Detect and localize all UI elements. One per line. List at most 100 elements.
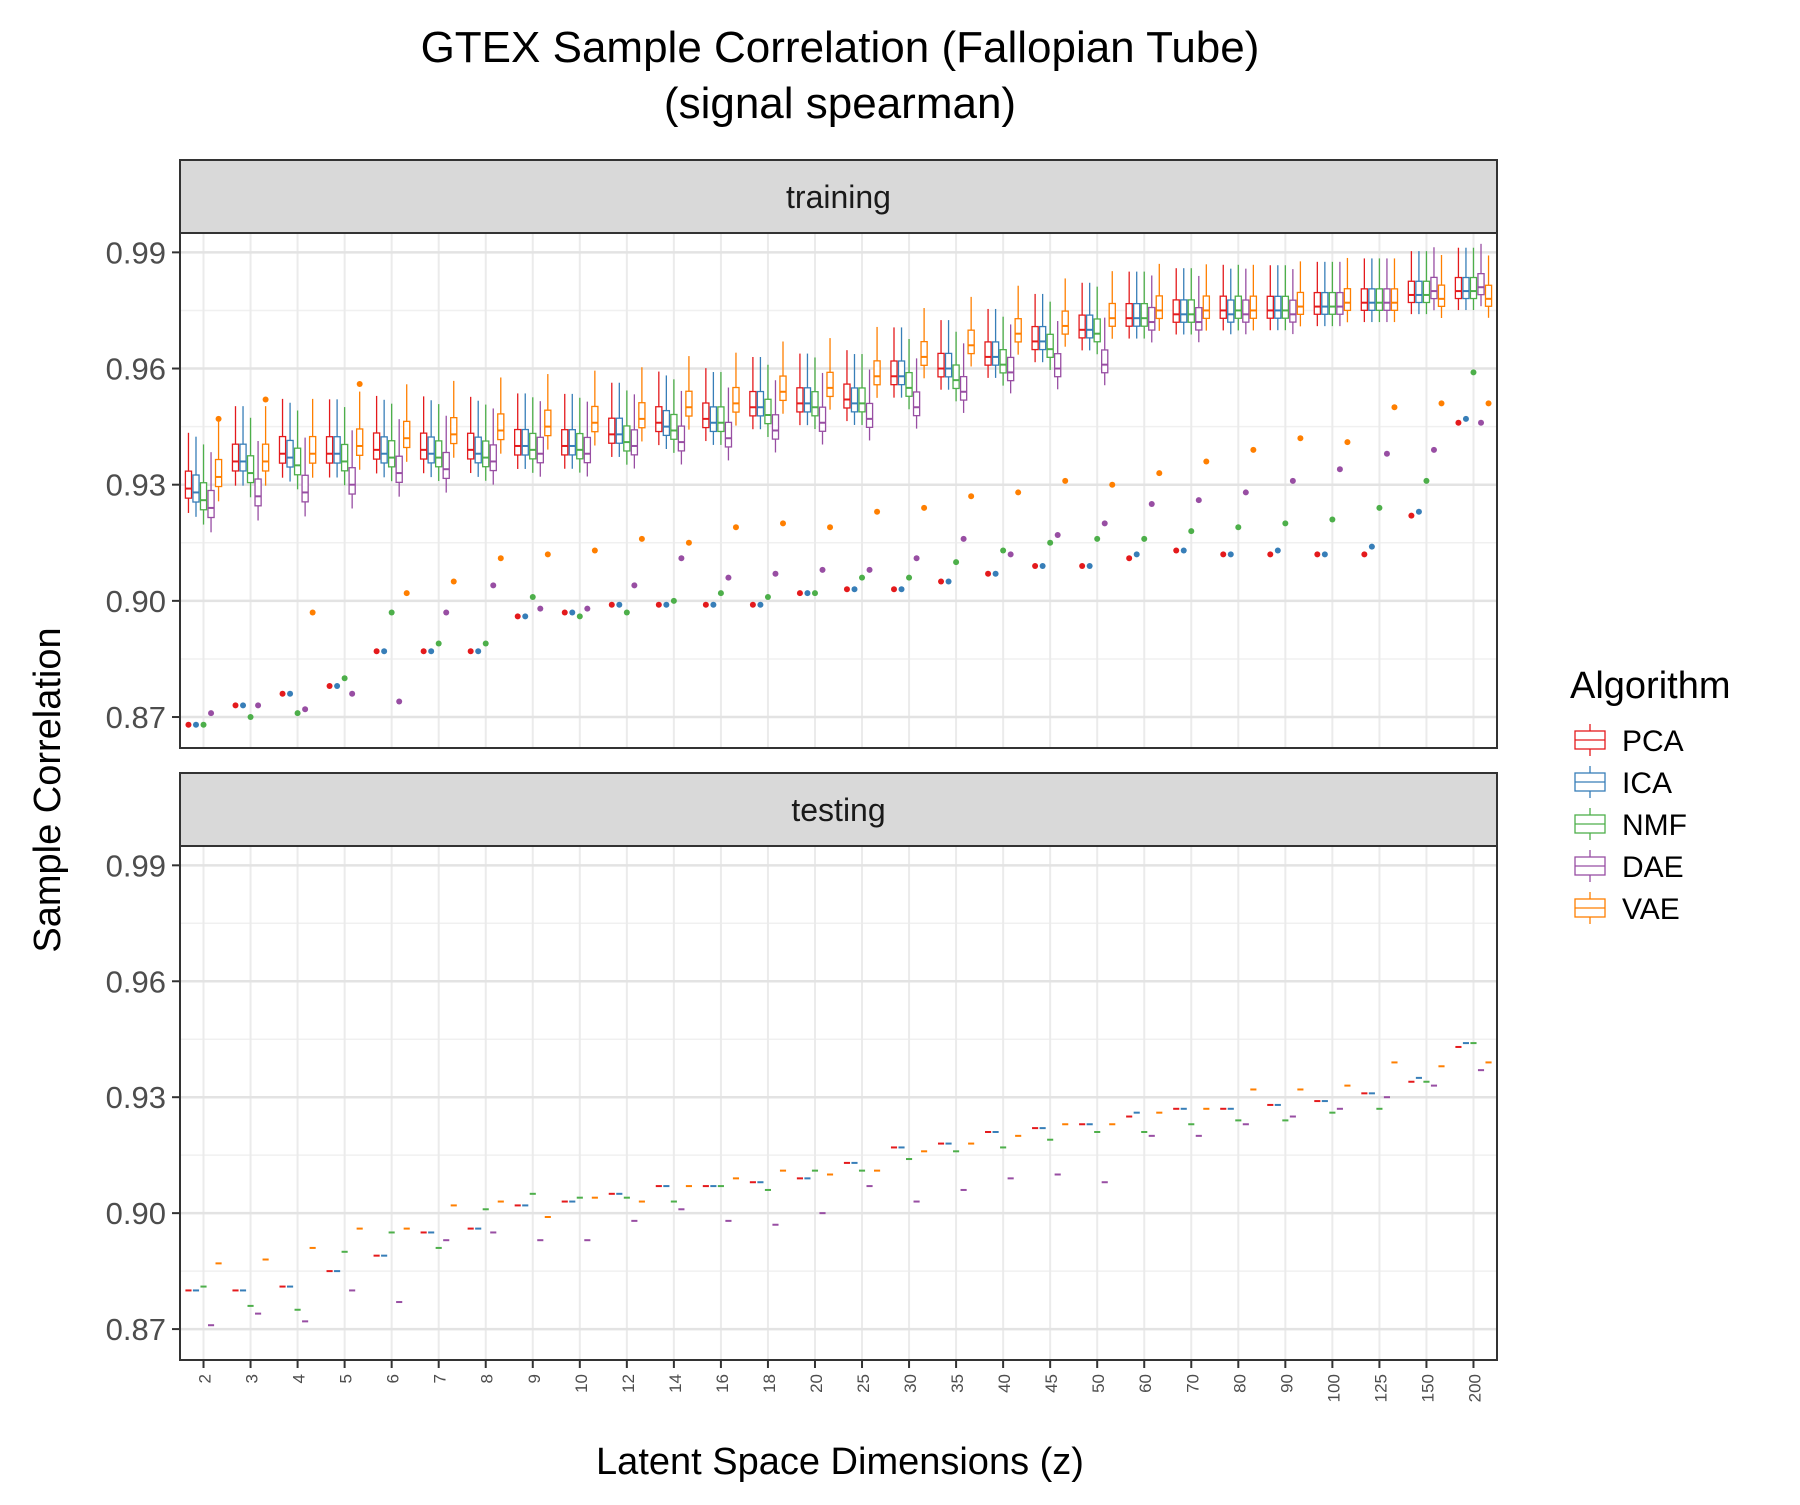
- outlier-point: [396, 698, 403, 705]
- outlier-point: [475, 648, 482, 655]
- outlier-point: [670, 597, 677, 604]
- outlier-point: [1062, 477, 1069, 484]
- outlier-point: [757, 601, 764, 608]
- box: [1006, 356, 1015, 382]
- outlier-point: [334, 683, 341, 690]
- box: [1343, 288, 1352, 312]
- x-tick-label: 125: [1371, 1374, 1390, 1402]
- outlier-point: [208, 710, 215, 717]
- outlier-point: [1039, 563, 1046, 570]
- box: [427, 436, 435, 464]
- outlier-point: [1478, 419, 1485, 426]
- outlier-point: [294, 710, 301, 717]
- box: [709, 406, 718, 433]
- box: [1454, 276, 1463, 300]
- outlier-point: [796, 590, 803, 597]
- x-tick-label: 80: [1230, 1374, 1249, 1393]
- x-ticks-group: 2 3 4 5 6 7 8 9 10 12 14 16 18 20 25 30 35 40 45 50 60 70 80 90…: [196, 1360, 1484, 1402]
- y-tick-label: 0.90: [106, 584, 166, 619]
- outlier-point: [450, 578, 457, 585]
- box: [897, 360, 906, 386]
- box: [991, 341, 1000, 366]
- box: [1462, 276, 1470, 300]
- outlier-point: [992, 570, 999, 577]
- series-pca: [184, 247, 1463, 728]
- outlier-point: [827, 524, 834, 531]
- box: [756, 390, 765, 417]
- box: [1422, 280, 1431, 304]
- panel-training: training 0.87 0.90 0.93 0.96 0.99: [106, 159, 1498, 749]
- box: [514, 428, 522, 456]
- y-tick-label: 0.87: [106, 700, 166, 735]
- box: [301, 474, 309, 503]
- box: [952, 364, 960, 390]
- box: [308, 435, 317, 464]
- box: [1274, 295, 1282, 319]
- outlier-point: [1408, 512, 1415, 519]
- box: [1014, 318, 1022, 343]
- legend-label: PCA: [1622, 725, 1684, 758]
- box: [1289, 299, 1297, 323]
- box: [944, 352, 953, 378]
- box: [1390, 288, 1399, 311]
- outlier-point: [514, 613, 521, 620]
- box: [1227, 299, 1235, 323]
- box: [1281, 295, 1290, 319]
- box: [818, 406, 827, 432]
- x-tick-label: 3: [243, 1374, 262, 1383]
- outlier-point: [859, 574, 866, 581]
- box: [192, 474, 200, 503]
- x-axis-label: Latent Space Dimensions (z): [596, 1441, 1084, 1483]
- outlier-point: [1267, 551, 1274, 558]
- outlier-point: [428, 648, 435, 655]
- outlier-point: [1047, 539, 1054, 546]
- box: [1101, 349, 1109, 374]
- outlier-point: [1079, 563, 1086, 570]
- outlier-point: [1438, 400, 1445, 407]
- box: [920, 340, 928, 366]
- box: [796, 387, 804, 413]
- outlier-point: [443, 609, 450, 616]
- outlier-point: [1220, 551, 1227, 558]
- box: [984, 341, 992, 366]
- box: [826, 371, 834, 398]
- outlier-point: [1361, 551, 1368, 558]
- box: [239, 443, 247, 472]
- y-tick-label: 0.93: [106, 1080, 166, 1115]
- outlier-point: [1423, 477, 1430, 484]
- outlier-point: [1462, 415, 1469, 422]
- outlier-point: [388, 609, 395, 616]
- outlier-point: [1156, 470, 1163, 477]
- box: [184, 470, 193, 499]
- box: [615, 417, 624, 444]
- box: [1375, 288, 1384, 311]
- outlier-point: [732, 524, 739, 531]
- series-dae: [207, 243, 1485, 717]
- box: [1249, 295, 1258, 319]
- outlier-point: [262, 396, 269, 403]
- outlier-point: [608, 601, 615, 608]
- outlier-point: [1133, 551, 1140, 558]
- outlier-point: [420, 648, 427, 655]
- x-tick-label: 4: [290, 1374, 309, 1383]
- chart-subtitle: (signal spearman): [664, 79, 1016, 128]
- outlier-point: [779, 520, 786, 527]
- outlier-point: [1015, 489, 1022, 496]
- outlier-point: [772, 570, 779, 577]
- box: [1031, 325, 1039, 351]
- box: [254, 478, 262, 507]
- outlier-point: [921, 504, 928, 511]
- outlier-point: [1470, 369, 1477, 376]
- outlier-point: [1148, 501, 1155, 508]
- box: [583, 436, 592, 464]
- outlier-point: [953, 559, 960, 566]
- box: [905, 371, 913, 397]
- box: [1430, 276, 1438, 300]
- box: [1140, 302, 1148, 327]
- panel-testing: testing 0.87 0.90 0.93 0.96 0.99: [106, 772, 1498, 1361]
- series-vae: [214, 254, 1493, 616]
- x-tick-label: 5: [337, 1374, 356, 1383]
- outlier-point: [356, 381, 363, 388]
- outlier-point: [1376, 504, 1383, 511]
- box: [1046, 333, 1054, 358]
